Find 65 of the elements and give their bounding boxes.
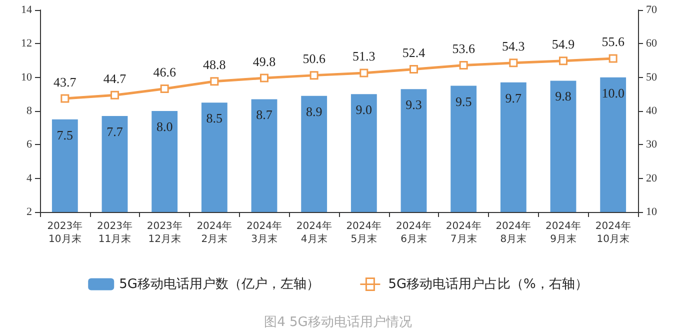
x-tick-label: 2024年 7月末: [446, 220, 482, 245]
data-label: 54.3: [502, 38, 525, 54]
point: [310, 71, 318, 80]
data-label: 43.7: [54, 74, 77, 90]
y-tick-label: 14: [21, 4, 32, 16]
x-tick-label: 2024年 3月末: [246, 220, 282, 245]
point: [608, 54, 618, 63]
data-label: 7.7: [106, 124, 124, 140]
y2-tick-label: 60: [646, 38, 658, 50]
y-tick-label: 12: [21, 38, 32, 50]
data-label: 10.0: [602, 85, 624, 100]
y-tick-label: 4: [26, 172, 32, 184]
data-label: 9.5: [455, 94, 472, 109]
x-tick-label: 2024年 2月末: [196, 220, 232, 245]
data-label: 50.6: [302, 51, 326, 66]
y-tick-label: 6: [26, 138, 32, 151]
x-tick-label: 2023年 10月末: [47, 220, 83, 245]
x-tick-label: 2024年 9月末: [546, 220, 581, 245]
data-label: 53.6: [452, 40, 476, 56]
data-label: 46.6: [153, 64, 176, 80]
x-tick-label: 2024年 4月末: [296, 220, 332, 245]
data-label: 8.0: [156, 119, 173, 134]
y2-tick-label: 40: [646, 105, 658, 117]
point: [360, 68, 368, 78]
point: [559, 56, 568, 66]
point: [459, 60, 468, 70]
point: [260, 74, 268, 82]
y-tick-label: 2: [26, 206, 32, 218]
data-label: 52.4: [402, 45, 426, 60]
y2-tick-label: 70: [646, 4, 658, 16]
text: 图4 5G移动电话用户情况: [264, 315, 412, 330]
x-tick-label: 2024年 5月末: [346, 220, 382, 245]
point: [110, 90, 119, 100]
data-label: 7.5: [56, 127, 74, 142]
x-tick-label: 2024年 6月末: [396, 220, 432, 245]
data-label: 9.0: [356, 102, 372, 118]
data-label: 9.8: [555, 88, 572, 104]
data-label: 51.3: [352, 48, 376, 64]
x-tick-label: 2024年 8月末: [496, 220, 532, 245]
x-tick-label: 2023年 12月末: [146, 220, 182, 245]
data-label: 44.7: [103, 70, 127, 86]
y2-tick-label: 30: [646, 138, 658, 151]
y2-tick-label: 20: [646, 172, 658, 184]
data-label: 8.9: [306, 104, 322, 119]
y2-tick-label: 50: [646, 71, 658, 84]
data-label: 8.5: [206, 110, 223, 126]
y-tick-label: 10: [21, 71, 32, 84]
point: [160, 84, 169, 94]
data-label: 54.9: [552, 36, 575, 52]
point: [210, 77, 219, 86]
data-label: 9.3: [406, 97, 422, 112]
x-tick-label: 2024年 10月末: [595, 220, 631, 245]
data-label: 48.8: [203, 57, 226, 72]
point: [60, 94, 70, 103]
legend-label: 5G移动电话用户数（亿户，左轴）: [119, 276, 320, 292]
data-label: 49.8: [252, 54, 276, 69]
y-tick-label: 8: [26, 105, 32, 117]
x-tick-label: 2023年 11月末: [97, 220, 132, 245]
y2-tick-label: 10: [646, 206, 658, 218]
legend-label: 5G移动电话用户占比（%，右轴）: [388, 276, 588, 292]
point: [410, 65, 418, 74]
data-label: 55.6: [602, 34, 625, 50]
data-label: 8.7: [256, 107, 273, 122]
data-label: 9.7: [505, 90, 522, 106]
point: [509, 58, 518, 68]
